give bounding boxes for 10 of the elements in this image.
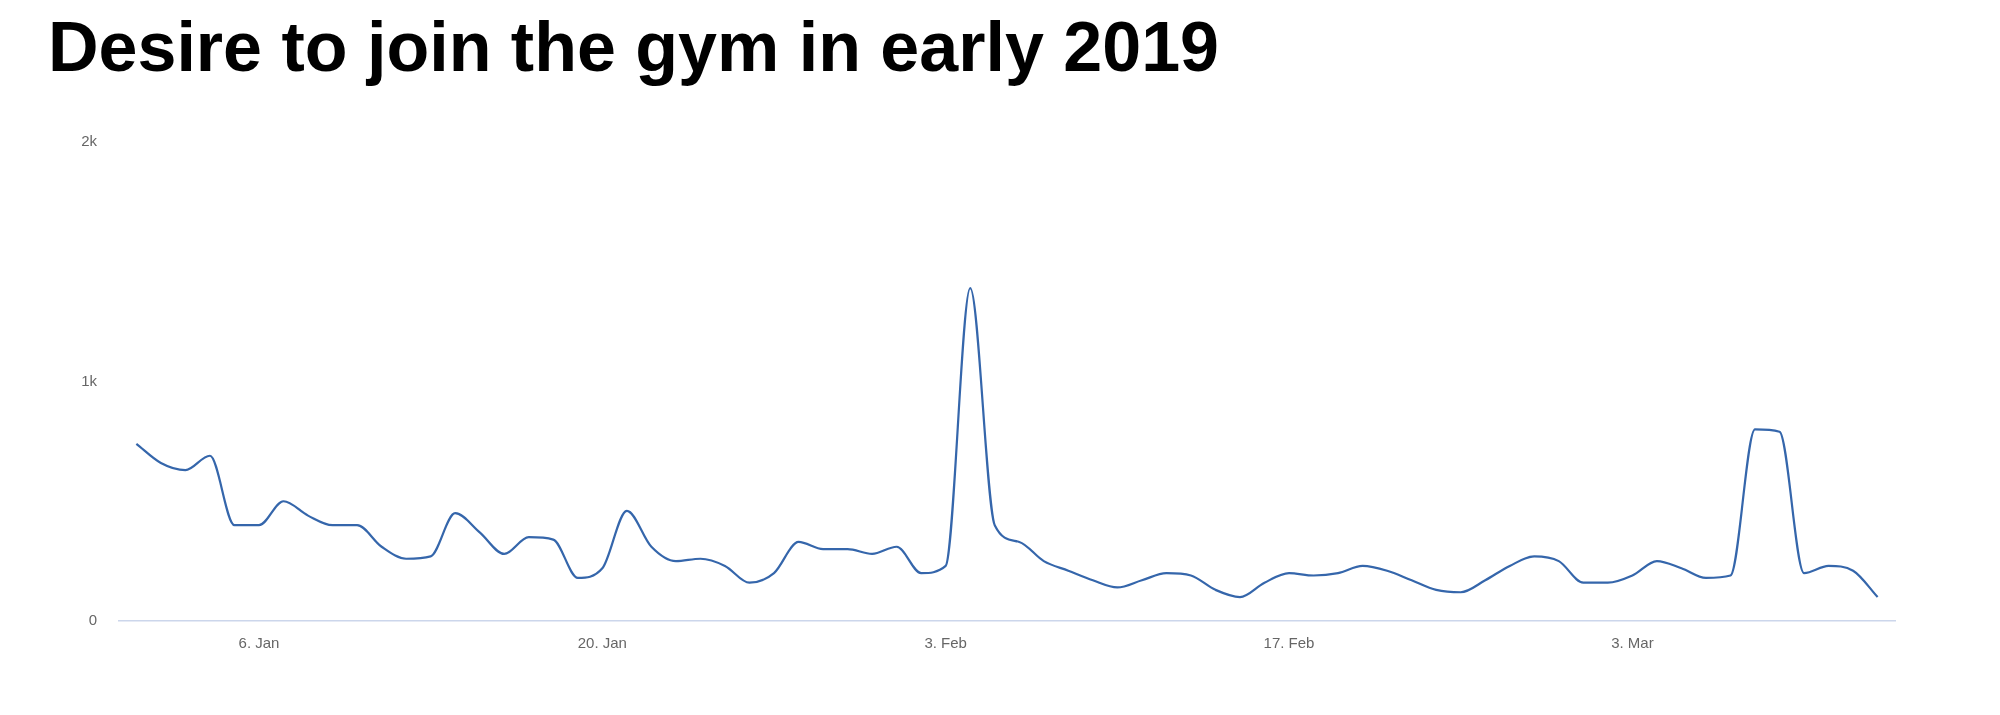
- y-tick-label: 1k: [81, 371, 98, 389]
- x-tick-label: 3. Feb: [924, 634, 967, 652]
- x-tick-label: 17. Feb: [1263, 634, 1315, 652]
- y-tick-label: 2k: [81, 132, 98, 150]
- chart-title: Desire to join the gym in early 2019: [48, 8, 1219, 87]
- line-series: [135, 287, 1879, 599]
- x-tick-label: 20. Jan: [577, 634, 627, 652]
- y-tick-label: 0: [88, 611, 97, 629]
- x-tick-label: 6. Jan: [238, 634, 280, 652]
- x-tick-label: 3. Mar: [1611, 634, 1654, 652]
